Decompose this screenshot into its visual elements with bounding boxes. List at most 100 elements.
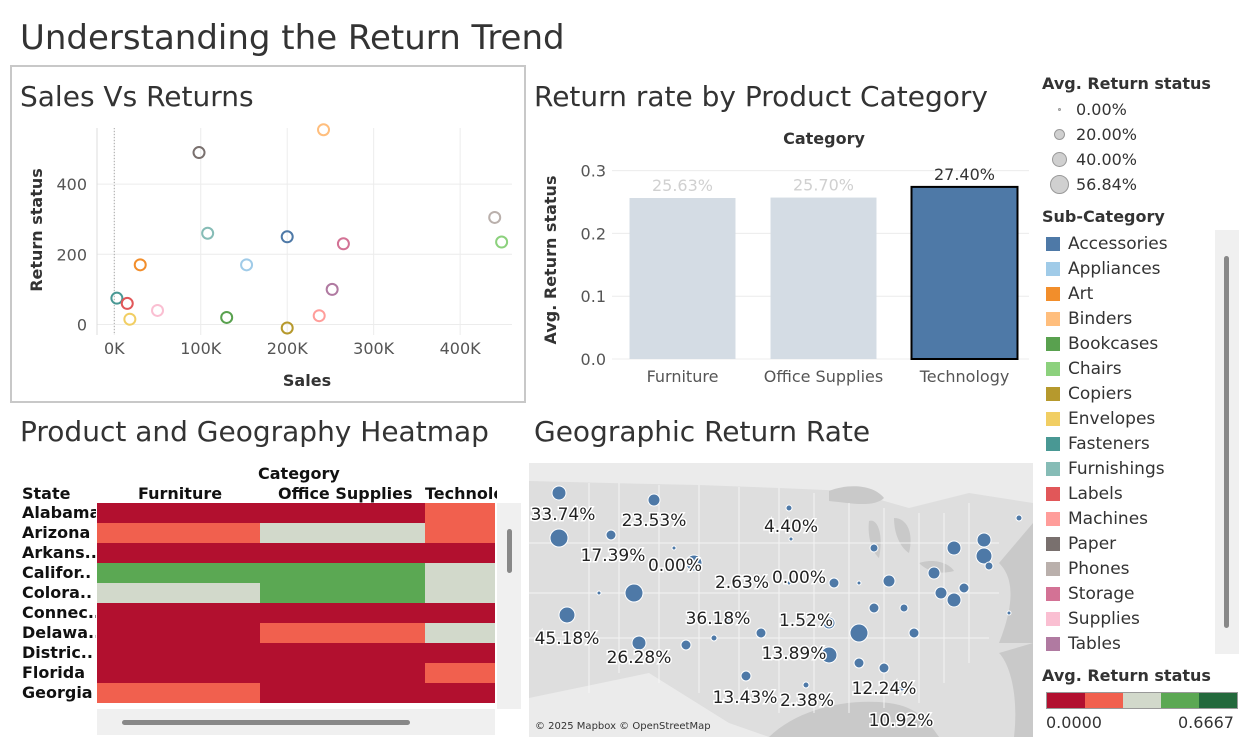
- subcategory-legend-item[interactable]: Accessories: [1046, 231, 1212, 256]
- legend-vertical-scrollbar[interactable]: [1215, 230, 1239, 654]
- scatter-chart[interactable]: 0K 100K 200K 300K 400K 0 200 400 Sales Return …: [12, 110, 524, 400]
- map-marker[interactable]: [878, 662, 890, 674]
- subcategory-legend-item[interactable]: Machines: [1046, 506, 1212, 531]
- scatter-point-supplies[interactable]: [151, 303, 165, 317]
- map-marker[interactable]: [820, 646, 838, 664]
- heatmap-hscroll-thumb[interactable]: [122, 720, 410, 725]
- scatter-point-machines[interactable]: [312, 309, 326, 323]
- heatmap-cell[interactable]: [425, 663, 495, 683]
- heatmap-vertical-scrollbar[interactable]: [497, 503, 521, 709]
- scatter-point-storage[interactable]: [336, 237, 350, 251]
- map-marker[interactable]: [785, 504, 793, 512]
- map-marker[interactable]: [828, 577, 840, 589]
- heatmap-cell[interactable]: [260, 603, 425, 623]
- subcategory-legend-item[interactable]: Copiers: [1046, 381, 1212, 406]
- heatmap-cell[interactable]: [260, 683, 425, 703]
- map-marker[interactable]: [549, 528, 569, 548]
- scatter-point-art[interactable]: [133, 258, 147, 272]
- heatmap-cell[interactable]: [425, 523, 495, 543]
- subcategory-legend-item[interactable]: Binders: [1046, 306, 1212, 331]
- map-marker[interactable]: [551, 485, 567, 501]
- map-marker[interactable]: [853, 657, 865, 669]
- heatmap-cell[interactable]: [260, 563, 425, 583]
- map-marker[interactable]: [788, 536, 794, 542]
- heatmap-cell[interactable]: [425, 683, 495, 703]
- heatmap-cell[interactable]: [260, 543, 425, 563]
- subcategory-legend-item[interactable]: Paper: [1046, 531, 1212, 556]
- map-marker[interactable]: [786, 580, 792, 586]
- map-marker[interactable]: [976, 532, 992, 548]
- map-marker[interactable]: [605, 529, 617, 541]
- map-marker[interactable]: [899, 603, 909, 613]
- heatmap-cell[interactable]: [260, 663, 425, 683]
- map-marker[interactable]: [680, 639, 692, 651]
- size-legend-item[interactable]: 40.00%: [1046, 147, 1137, 172]
- heatmap-cell[interactable]: [97, 683, 260, 703]
- scatter-point-chairs[interactable]: [495, 235, 509, 249]
- map-marker[interactable]: [822, 616, 836, 630]
- scatter-panel[interactable]: [10, 65, 526, 403]
- heatmap-cell[interactable]: [260, 623, 425, 643]
- subcategory-legend-item[interactable]: Fasteners: [1046, 431, 1212, 456]
- map-marker[interactable]: [882, 574, 896, 588]
- heatmap-cell[interactable]: [425, 623, 495, 643]
- heatmap-cell[interactable]: [97, 643, 260, 663]
- map-marker[interactable]: [631, 635, 647, 651]
- heatmap-vscroll-thumb[interactable]: [507, 529, 512, 573]
- heatmap-cell[interactable]: [260, 643, 425, 663]
- scatter-point-labels[interactable]: [120, 296, 134, 310]
- heatmap-cell[interactable]: [425, 543, 495, 563]
- scatter-point-binders[interactable]: [317, 123, 331, 137]
- subcategory-legend[interactable]: Accessories Appliances Art Binders Bookcases…: [1046, 231, 1212, 656]
- scatter-point-appliances[interactable]: [240, 258, 254, 272]
- heatmap-cell[interactable]: [425, 563, 495, 583]
- heatmap-cell[interactable]: [97, 563, 260, 583]
- subcategory-legend-item[interactable]: Supplies: [1046, 606, 1212, 631]
- subcategory-legend-item[interactable]: Phones: [1046, 556, 1212, 581]
- map-marker[interactable]: [802, 681, 810, 689]
- map-marker[interactable]: [725, 614, 733, 622]
- heatmap-cell[interactable]: [260, 523, 425, 543]
- scatter-point-envelopes[interactable]: [123, 312, 137, 326]
- heatmap-cell[interactable]: [425, 583, 495, 603]
- subcategory-legend-item[interactable]: Labels: [1046, 481, 1212, 506]
- size-legend-item[interactable]: 0.00%: [1046, 97, 1137, 122]
- map-marker[interactable]: [856, 580, 862, 586]
- heatmap-cell[interactable]: [97, 663, 260, 683]
- heatmap-cell[interactable]: [97, 623, 260, 643]
- map-view[interactable]: 33.74% 23.53% 4.40%17.39% 0.00%2.63% 0.00%36…: [529, 463, 1033, 737]
- map-marker[interactable]: [927, 566, 941, 580]
- scatter-point-bookcases[interactable]: [220, 310, 234, 324]
- size-legend[interactable]: 0.00% 20.00% 40.00% 56.84%: [1046, 97, 1137, 197]
- bar-furniture[interactable]: [629, 198, 736, 359]
- bar-office-supplies[interactable]: [770, 197, 877, 359]
- map-marker[interactable]: [624, 583, 644, 603]
- map-marker[interactable]: [868, 602, 880, 614]
- subcategory-legend-item[interactable]: Appliances: [1046, 256, 1212, 281]
- legend-vscroll-thumb[interactable]: [1224, 256, 1229, 628]
- map-marker[interactable]: [1006, 610, 1012, 616]
- map-marker[interactable]: [740, 670, 752, 682]
- heatmap-cell[interactable]: [260, 503, 425, 523]
- map-marker[interactable]: [908, 627, 920, 639]
- color-legend-ramp[interactable]: [1046, 692, 1238, 709]
- map-marker[interactable]: [647, 493, 661, 507]
- map-marker[interactable]: [975, 547, 993, 565]
- scatter-point-copiers[interactable]: [280, 321, 294, 335]
- heatmap-cell[interactable]: [425, 643, 495, 663]
- subcategory-legend-item[interactable]: Storage: [1046, 581, 1212, 606]
- map-marker[interactable]: [849, 623, 869, 643]
- scatter-point-accessories[interactable]: [280, 230, 294, 244]
- heatmap-cell[interactable]: [97, 503, 260, 523]
- heatmap-cell[interactable]: [97, 583, 260, 603]
- heatmap-cell[interactable]: [425, 603, 495, 623]
- map-marker[interactable]: [958, 582, 970, 594]
- bar-technology[interactable]: [910, 185, 1019, 360]
- map-marker[interactable]: [898, 684, 906, 692]
- subcategory-legend-item[interactable]: Chairs: [1046, 356, 1212, 381]
- subcategory-legend-item[interactable]: Tables: [1046, 631, 1212, 656]
- heatmap-horizontal-scrollbar[interactable]: [97, 709, 495, 735]
- map-marker[interactable]: [946, 540, 962, 556]
- heatmap-cell[interactable]: [97, 543, 260, 563]
- heatmap-grid[interactable]: [97, 503, 495, 709]
